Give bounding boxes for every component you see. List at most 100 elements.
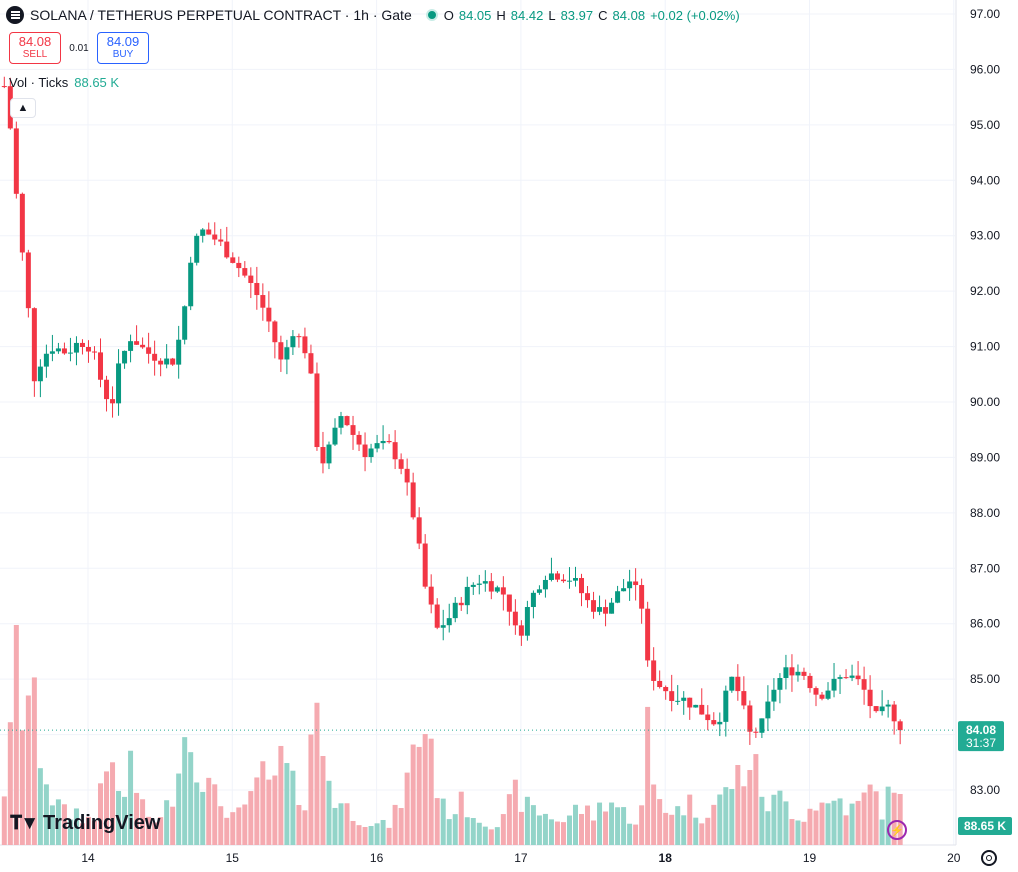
candle-body xyxy=(37,366,43,382)
candle-body xyxy=(164,358,170,365)
volume-bar xyxy=(98,783,104,845)
collapse-legend-button[interactable]: ▲ xyxy=(10,98,36,118)
candle-body xyxy=(242,268,248,276)
volume-legend[interactable]: Vol · Ticks 88.65 K xyxy=(9,75,119,90)
candle-body xyxy=(386,440,392,443)
volume-value: 88.65 K xyxy=(74,75,120,90)
volume-bar xyxy=(861,792,867,845)
candle-body xyxy=(398,459,404,469)
ohlc-values: O 84.05 H 84.42 L 83.97 C 84.08 +0.02 (+0.02… xyxy=(444,8,740,23)
volume-bar xyxy=(837,798,843,845)
candle-body xyxy=(152,353,158,361)
volume-bar xyxy=(188,752,194,845)
candle-body xyxy=(579,578,585,594)
volume-bar xyxy=(206,777,212,845)
y-tick-label: 94.00 xyxy=(970,173,1000,187)
ohlc-high-key: H xyxy=(496,7,506,23)
volume-bar xyxy=(296,805,302,845)
volume-bar xyxy=(542,813,548,845)
volume-bar xyxy=(350,820,356,845)
volume-bar xyxy=(272,775,278,845)
candle-body xyxy=(368,448,374,458)
candle-body xyxy=(110,399,116,404)
volume-bar xyxy=(572,804,578,845)
candle-body xyxy=(585,593,591,601)
candle-body xyxy=(290,336,296,348)
sell-price: 84.08 xyxy=(18,34,52,49)
candle-body xyxy=(705,714,711,721)
volume-bar xyxy=(891,792,897,845)
x-tick-label: 17 xyxy=(514,851,528,865)
candle-body xyxy=(639,585,645,609)
candle-body xyxy=(591,600,597,612)
lightning-icon[interactable]: ⚡ xyxy=(887,820,907,840)
volume-bar xyxy=(116,790,122,845)
candle-body xyxy=(488,581,494,592)
candle-body xyxy=(681,697,687,701)
volume-bar xyxy=(885,786,891,845)
candle-body xyxy=(13,128,19,194)
volume-bar xyxy=(591,820,597,845)
candle-body xyxy=(735,676,741,692)
volume-bar xyxy=(128,750,134,845)
volume-bar xyxy=(500,814,506,845)
settings-gear-icon[interactable] xyxy=(981,850,997,866)
volume-bar xyxy=(615,807,621,845)
candle-body xyxy=(236,262,242,269)
x-tick-label: 15 xyxy=(226,851,240,865)
volume-bar xyxy=(488,829,494,845)
candle-body xyxy=(218,239,224,242)
volume-bar xyxy=(13,625,19,845)
y-tick-label: 97.00 xyxy=(970,7,1000,21)
volume-bar xyxy=(314,702,320,845)
candle-body xyxy=(416,517,422,544)
volume-bar xyxy=(416,746,422,845)
y-tick-label: 87.00 xyxy=(970,561,1000,575)
volume-bar xyxy=(1,796,7,845)
volume-bar xyxy=(326,780,332,845)
candle-body xyxy=(146,347,152,354)
volume-bar xyxy=(43,784,49,845)
candle-body xyxy=(266,307,272,322)
candle-body xyxy=(621,588,627,592)
candle-body xyxy=(19,193,25,253)
candle-body xyxy=(356,434,362,445)
symbol-title[interactable]: SOLANA / TETHERUS PERPETUAL CONTRACT · 1… xyxy=(30,7,412,23)
tradingview-logo[interactable]: 𝐓▼ TradingView xyxy=(10,812,161,835)
x-tick-label: 20 xyxy=(947,851,961,865)
volume-bar xyxy=(67,819,73,845)
ohlc-change: +0.02 (+0.02%) xyxy=(650,7,740,23)
candle-body xyxy=(326,444,332,464)
volume-bar xyxy=(795,820,801,845)
candle-body xyxy=(422,543,428,587)
candle-body xyxy=(122,350,128,364)
candle-body xyxy=(104,379,110,400)
volume-bar xyxy=(783,801,789,845)
volume-bar xyxy=(723,787,729,845)
volume-bar xyxy=(91,820,97,845)
volume-bar xyxy=(801,821,807,845)
candle-body xyxy=(308,353,314,374)
candle-body xyxy=(645,608,651,661)
ohlc-low: 83.97 xyxy=(560,7,594,23)
volume-bar xyxy=(392,804,398,845)
candle-body xyxy=(711,720,717,725)
candle-body xyxy=(813,688,819,695)
candle-body xyxy=(693,704,699,708)
candle-body xyxy=(85,346,91,352)
volume-bar xyxy=(777,790,783,845)
candle-body xyxy=(350,425,356,435)
candle-body xyxy=(512,611,518,626)
candle-body xyxy=(158,360,164,365)
y-tick-label: 91.00 xyxy=(970,340,1000,354)
volume-bar xyxy=(31,677,37,845)
candle-body xyxy=(657,680,663,688)
candle-body xyxy=(302,336,308,354)
candle-body xyxy=(284,347,290,360)
sell-button[interactable]: 84.08 SELL xyxy=(9,32,61,64)
buy-button[interactable]: 84.09 BUY xyxy=(97,32,149,64)
volume-badge-value: 88.65 K xyxy=(964,819,1006,833)
sell-label: SELL xyxy=(22,49,48,60)
volume-bar xyxy=(717,794,723,845)
